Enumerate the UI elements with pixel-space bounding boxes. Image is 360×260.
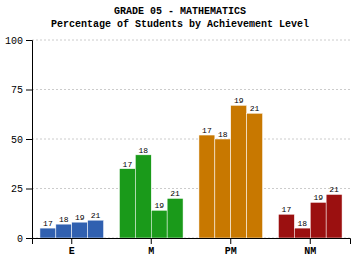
bar-label: 17: [282, 205, 292, 214]
plot: 17 17 17 17 18 18 18 18 19 19 19 19 21 21 21 21 0 25 50 75 1…: [5, 36, 351, 257]
bar-labels: 17 17 17 17 18 18 18 18 19 19 19 19 21 21 21 21: [43, 96, 339, 228]
bar: [119, 169, 135, 238]
bar-label: 18: [138, 146, 148, 155]
y-tick-mark: [26, 189, 32, 190]
bar-label: 17: [43, 219, 53, 228]
y-tick: 50: [11, 135, 32, 146]
bar: [151, 210, 167, 238]
x-tick-mark: [151, 238, 152, 244]
bar-label: 21: [170, 189, 180, 198]
bar-label: 21: [329, 185, 339, 194]
y-axis-line: [26, 41, 33, 239]
subtitle: Percentage of Students by Achievement Le…: [51, 19, 309, 30]
bar-label: 19: [154, 201, 164, 210]
y-tick-mark: [26, 139, 32, 140]
bar: [88, 220, 104, 238]
bar: [231, 105, 247, 238]
grid-line: [32, 188, 350, 189]
bar-label: 18: [59, 215, 69, 224]
grid-line: [32, 89, 350, 90]
title: GRADE 05 - MATHEMATICS: [114, 6, 246, 17]
x-axis: E M PM NM: [33, 238, 351, 257]
grid-line: [32, 40, 350, 41]
grid: [32, 40, 350, 238]
y-tick: 75: [11, 85, 32, 96]
bar: [294, 228, 310, 238]
bars: [40, 105, 342, 238]
bar-label: 18: [297, 219, 307, 228]
chart: GRADE 05 - MATHEMATICS Percentage of Stud…: [0, 0, 360, 260]
bar-label: 19: [234, 96, 244, 105]
bar-label: 17: [202, 126, 212, 135]
bar: [247, 113, 263, 238]
bar-label: 21: [250, 104, 260, 113]
x-tick: NM: [304, 238, 316, 257]
x-tick: E: [69, 238, 75, 257]
x-tick-mark: [310, 238, 311, 244]
y-axis: 0 25 50 75 100: [5, 36, 33, 245]
y-tick-label: 50: [11, 135, 23, 146]
x-tick-label: M: [148, 246, 154, 257]
y-tick-mark: [26, 40, 32, 41]
bar: [199, 135, 215, 238]
bar: [326, 194, 342, 238]
x-tick: PM: [225, 238, 237, 257]
bar-label: 21: [91, 211, 101, 220]
x-tick-label: E: [69, 246, 75, 257]
x-tick-label: NM: [304, 246, 316, 257]
bar: [56, 224, 72, 238]
bar-label: 19: [313, 193, 323, 202]
y-tick-label: 0: [17, 234, 23, 245]
bar: [278, 214, 294, 238]
chart-container: GRADE 05 - MATHEMATICS Percentage of Stud…: [0, 0, 360, 260]
bar-label: 19: [75, 213, 85, 222]
y-tick: 25: [11, 184, 32, 195]
bar: [167, 198, 183, 238]
grid-line: [32, 139, 350, 140]
y-tick: 0: [17, 234, 32, 245]
x-tick-mark: [71, 238, 72, 244]
bar-label: 17: [123, 160, 133, 169]
bar: [40, 228, 56, 238]
bar-label: 18: [218, 130, 228, 139]
bar: [215, 139, 231, 238]
y-tick-label: 25: [11, 184, 23, 195]
bar: [310, 202, 326, 238]
x-axis-line: [33, 239, 351, 245]
bar: [72, 222, 88, 238]
x-tick: M: [148, 238, 154, 257]
x-tick-label: PM: [225, 246, 237, 257]
bar: [135, 155, 151, 238]
y-tick-label: 75: [11, 85, 23, 96]
x-tick-mark: [230, 238, 231, 244]
y-tick: 100: [5, 36, 32, 47]
y-tick-mark: [26, 90, 32, 91]
y-tick-label: 100: [5, 36, 23, 47]
y-tick-mark: [26, 238, 32, 239]
